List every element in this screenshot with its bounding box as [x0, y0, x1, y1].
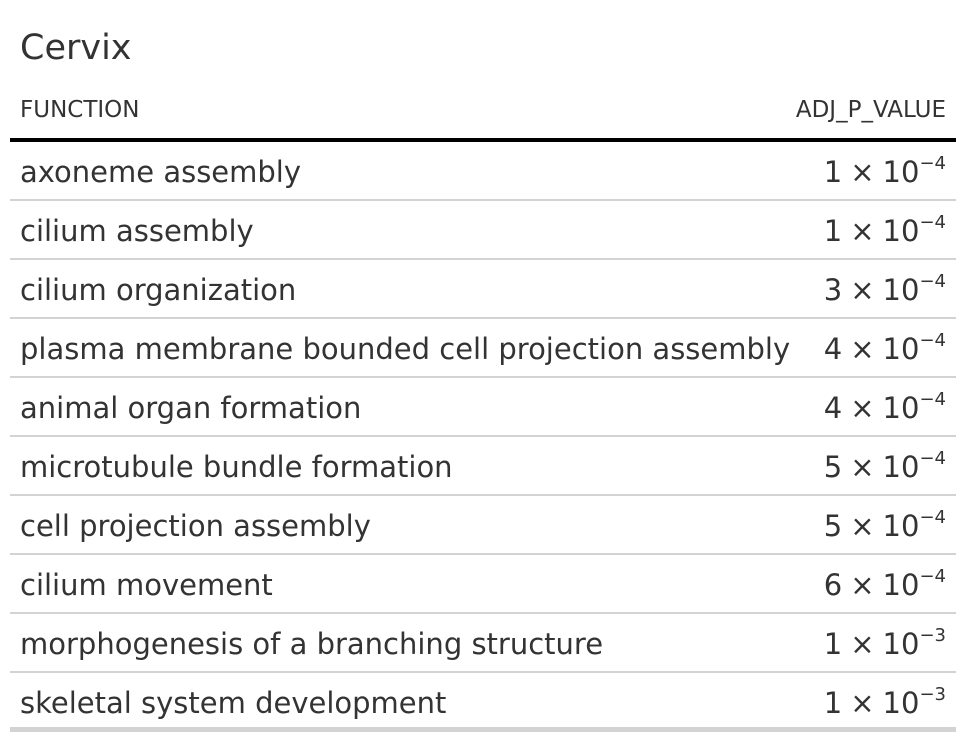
p-exponent: −4	[919, 153, 946, 174]
p-mantissa: 6	[823, 568, 843, 602]
table-title: Cervix	[20, 28, 132, 68]
p-times: ×	[850, 568, 875, 602]
p-base: 10	[882, 155, 920, 189]
p-exponent: −3	[919, 684, 946, 705]
p-base: 10	[882, 450, 920, 484]
p-times: ×	[850, 391, 875, 425]
table-row: cilium movement 6 × 10−4	[10, 555, 956, 614]
p-mantissa: 5	[823, 509, 843, 543]
p-base: 10	[882, 686, 920, 720]
adj-p-value-cell: 6 × 10−4	[824, 555, 946, 612]
p-mantissa: 1	[823, 686, 843, 720]
adj-p-value-cell: 1 × 10−3	[824, 673, 946, 730]
p-mantissa: 4	[823, 332, 843, 366]
table-row: cell projection assembly 5 × 10−4	[10, 496, 956, 555]
table-row: cilium assembly 1 × 10−4	[10, 201, 956, 260]
p-mantissa: 5	[823, 450, 843, 484]
p-base: 10	[882, 391, 920, 425]
p-exponent: −4	[919, 330, 946, 351]
function-cell: axoneme assembly	[20, 155, 302, 189]
p-times: ×	[850, 627, 875, 661]
function-cell: cilium movement	[20, 568, 273, 602]
adj-p-value-cell: 1 × 10−4	[824, 201, 946, 258]
p-mantissa: 4	[823, 391, 843, 425]
function-cell: cilium assembly	[20, 214, 254, 248]
table-row: microtubule bundle formation 5 × 10−4	[10, 437, 956, 496]
p-exponent: −3	[919, 625, 946, 646]
adj-p-value-cell: 5 × 10−4	[824, 437, 946, 494]
p-exponent: −4	[919, 389, 946, 410]
p-exponent: −4	[919, 271, 946, 292]
function-cell: microtubule bundle formation	[20, 450, 453, 484]
function-cell: cell projection assembly	[20, 509, 371, 543]
column-header-adj-p-value: ADJ_P_VALUE	[795, 97, 946, 123]
table-body: axoneme assembly 1 × 10−4 cilium assembly …	[10, 142, 956, 732]
adj-p-value-cell: 1 × 10−3	[824, 614, 946, 671]
p-mantissa: 1	[823, 155, 843, 189]
p-base: 10	[882, 214, 920, 248]
table-row: animal organ formation 4 × 10−4	[10, 378, 956, 437]
table-header: FUNCTION ADJ_P_VALUE	[10, 92, 956, 142]
p-base: 10	[882, 332, 920, 366]
p-times: ×	[850, 450, 875, 484]
table-row: cilium organization 3 × 10−4	[10, 260, 956, 319]
p-base: 10	[882, 273, 920, 307]
p-base: 10	[882, 509, 920, 543]
p-mantissa: 1	[823, 627, 843, 661]
p-mantissa: 1	[823, 214, 843, 248]
function-cell: skeletal system development	[20, 686, 447, 720]
p-mantissa: 3	[823, 273, 843, 307]
table-row: axoneme assembly 1 × 10−4	[10, 142, 956, 201]
p-exponent: −4	[919, 507, 946, 528]
p-times: ×	[850, 214, 875, 248]
p-exponent: −4	[919, 448, 946, 469]
p-times: ×	[850, 332, 875, 366]
adj-p-value-cell: 1 × 10−4	[824, 142, 946, 199]
function-cell: plasma membrane bounded cell projection …	[20, 332, 791, 366]
adj-p-value-cell: 4 × 10−4	[824, 378, 946, 435]
adj-p-value-cell: 3 × 10−4	[824, 260, 946, 317]
table-row: morphogenesis of a branching structure 1…	[10, 614, 956, 673]
function-cell: morphogenesis of a branching structure	[20, 627, 604, 661]
table-row: plasma membrane bounded cell projection …	[10, 319, 956, 378]
p-times: ×	[850, 509, 875, 543]
function-cell: animal organ formation	[20, 391, 362, 425]
adj-p-value-cell: 5 × 10−4	[824, 496, 946, 553]
p-base: 10	[882, 627, 920, 661]
p-times: ×	[850, 273, 875, 307]
p-exponent: −4	[919, 212, 946, 233]
column-header-function: FUNCTION	[20, 97, 140, 123]
table-row: skeletal system development 1 × 10−3	[10, 673, 956, 732]
function-cell: cilium organization	[20, 273, 297, 307]
p-exponent: −4	[919, 566, 946, 587]
p-times: ×	[850, 686, 875, 720]
p-times: ×	[850, 155, 875, 189]
adj-p-value-cell: 4 × 10−4	[824, 319, 946, 376]
p-base: 10	[882, 568, 920, 602]
